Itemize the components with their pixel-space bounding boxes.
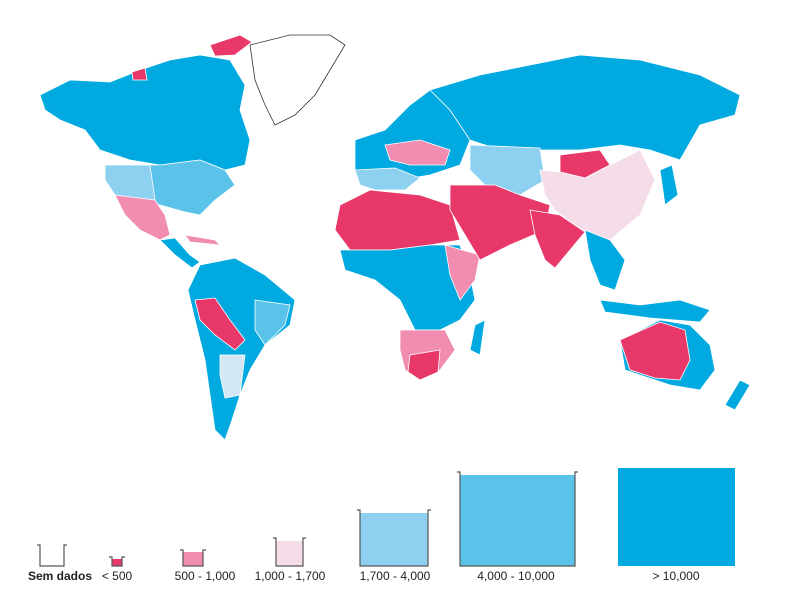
world-map (39, 34, 751, 441)
legend-swatch (618, 468, 735, 566)
middle-east (449, 184, 551, 261)
legend-label: 1,700 - 4,000 (360, 569, 431, 583)
legend-glass (273, 537, 306, 567)
legend-glass (180, 549, 206, 567)
china (539, 149, 656, 241)
usa-west (104, 164, 156, 201)
south-america-dry (194, 297, 246, 351)
australia-dry (619, 321, 691, 381)
legend-glass (37, 544, 67, 567)
south-america (187, 257, 296, 441)
japan (659, 164, 679, 206)
legend-swatch (112, 559, 122, 566)
central-america (159, 237, 201, 269)
legend-glass (457, 471, 578, 567)
madagascar (469, 319, 486, 356)
caribbean (184, 234, 222, 246)
africa-central (339, 244, 476, 331)
indonesia (599, 299, 711, 323)
southeast-asia (584, 229, 626, 291)
south-america-south (219, 354, 246, 399)
mexico (114, 194, 171, 241)
legend-glass (109, 556, 125, 567)
legend-swatch (460, 475, 575, 566)
legend-swatch (360, 513, 428, 566)
legend-label: Sem dados (28, 569, 92, 583)
legend-label: > 10,000 (652, 569, 699, 583)
india (529, 209, 586, 269)
africa-horn (444, 244, 481, 301)
greenland (249, 34, 346, 126)
europe-south (354, 167, 421, 191)
legend-label: 4,000 - 10,000 (477, 569, 555, 583)
russia (429, 54, 741, 161)
legend-label: 1,000 - 1,700 (255, 569, 326, 583)
africa-north (334, 189, 461, 251)
brazil-east (254, 299, 291, 346)
legend-label: < 500 (102, 569, 133, 583)
africa-southern-dry (407, 349, 441, 381)
legend-label: 500 - 1,000 (175, 569, 236, 583)
europe-central (384, 139, 451, 166)
canada-arctic-dry (131, 34, 253, 81)
legend: Sem dados < 500 500 - 1,000 1,000 - 1,700 1,… (28, 468, 735, 583)
new-zealand (724, 379, 751, 411)
legend-swatch (183, 552, 203, 566)
legend-swatch (276, 541, 303, 566)
legend-glass (357, 509, 431, 567)
